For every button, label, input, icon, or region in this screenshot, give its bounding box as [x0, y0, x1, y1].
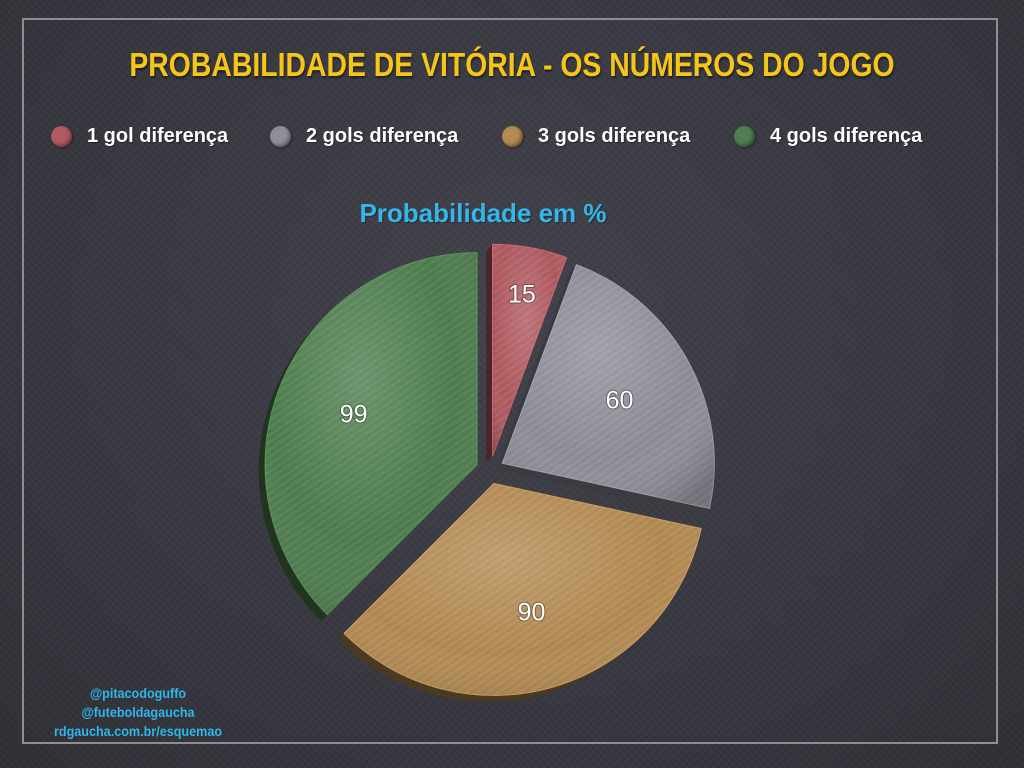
pie-slice-sheen [492, 244, 567, 457]
pie-slice-red [491, 243, 568, 457]
legend-swatch-gray [270, 125, 291, 147]
data-label-red: 15 [508, 280, 536, 308]
credits: @pitacodoguffo @futeboldagaucha rdgaucha… [50, 684, 226, 741]
pie-slice-sheen [265, 252, 478, 615]
chart-legend: 1 gol diferença 2 gols diferença 3 gols … [0, 120, 1024, 152]
data-label-green: 99 [340, 401, 368, 429]
credit-website: rdgaucha.com.br/esquemao [53, 723, 223, 739]
legend-label: 3 gols diferença [538, 124, 691, 147]
legend-swatch-red [51, 125, 72, 147]
slide-frame [22, 18, 998, 744]
credit-twitter-futebol: @futeboldagaucha [81, 704, 195, 720]
pie-slice-sheen [344, 483, 702, 696]
pie-slice-gray [501, 264, 715, 509]
pie-slice-gold [343, 482, 702, 696]
legend-item-4-gols: 4 gols diferença [734, 120, 922, 152]
legend-item-3-gols: 3 gols diferença [502, 120, 690, 152]
legend-label: 2 gols diferença [306, 124, 459, 147]
pie-slice-sheen [502, 264, 715, 509]
chart-title: PROBABILIDADE DE VITÓRIA - OS NÚMEROS DO… [129, 46, 895, 83]
data-label-gray: 60 [606, 386, 634, 414]
data-label-gold: 90 [518, 599, 546, 627]
credit-twitter-pitaco: @pitacodoguffo [89, 685, 187, 701]
chart-subtitle: Probabilidade em % [359, 198, 607, 228]
legend-swatch-gold [502, 125, 523, 147]
legend-item-1-gol: 1 gol diferença [51, 120, 228, 152]
legend-label: 4 gols diferença [770, 124, 923, 147]
legend-item-2-gols: 2 gols diferença [270, 120, 458, 152]
legend-label: 1 gol diferença [87, 124, 229, 147]
pie-slice-green [264, 252, 478, 616]
legend-swatch-green [734, 125, 755, 147]
